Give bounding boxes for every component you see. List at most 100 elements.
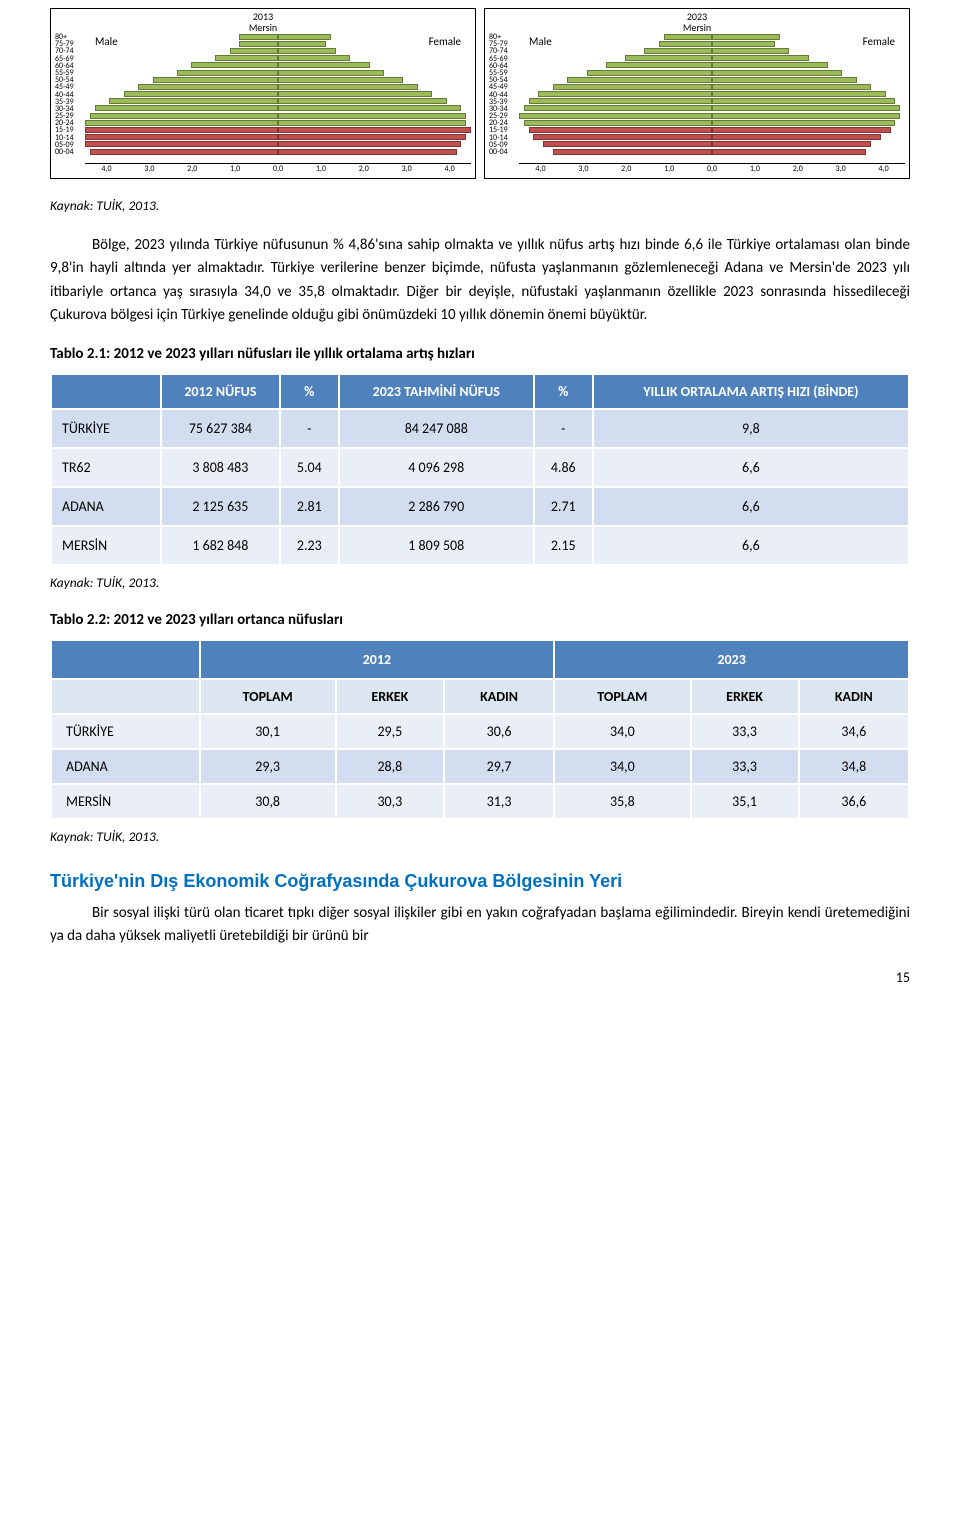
table1-cell: 2.81 [280, 487, 339, 526]
pyramid-row [85, 105, 471, 112]
table1-cell: 5.04 [280, 448, 339, 487]
table2-cell: 30,8 [200, 784, 336, 819]
table2-header-cell: 2012 [200, 640, 555, 679]
pyramid-bar-male [124, 91, 278, 97]
pyramid-bar-male [529, 127, 712, 133]
pyramid-bar-female [712, 41, 775, 47]
pyramid-2023-chart: Male Female [519, 33, 905, 163]
table2-cell: 29,3 [200, 749, 336, 784]
pyramid-bar-female [712, 141, 871, 147]
x-tick: 3,0 [562, 164, 605, 174]
x-tick: 4,0 [862, 164, 905, 174]
pyramid-row [85, 83, 471, 90]
table1-header-cell [51, 374, 161, 409]
pyramid-2023-xaxis: 4,03,02,01,00,01,02,03,04,0 [519, 163, 905, 174]
table2-cell: 31,3 [444, 784, 554, 819]
pyramid-bar-female [712, 62, 828, 68]
pyramid-bar-female [278, 91, 432, 97]
pyramid-row [85, 62, 471, 69]
pyramid-2013-region: Mersin [55, 22, 471, 33]
pyramid-row [519, 141, 905, 148]
pyramid-row [85, 69, 471, 76]
table1-cell: 3 808 483 [161, 448, 280, 487]
page-number: 15 [50, 969, 910, 986]
table1-cell: - [534, 409, 593, 448]
table1-header-cell: YILLIK ORTALAMA ARTIŞ HIZI (BİNDE) [593, 374, 909, 409]
pyramid-2013-chart: Male Female [85, 33, 471, 163]
table2-subheader-cell [51, 679, 200, 714]
pyramid-bar-male [659, 41, 712, 47]
pyramid-row [85, 91, 471, 98]
pyramid-bar-female [278, 48, 336, 54]
x-tick: 3,0 [128, 164, 171, 174]
table1-cell: MERSİN [51, 526, 161, 565]
table1-cell: - [280, 409, 339, 448]
table-row: ADANA2 125 6352.812 286 7902.716,6 [51, 487, 909, 526]
table2-cell: 30,1 [200, 714, 336, 749]
figure-source-caption: Kaynak: TUİK, 2013. [50, 197, 910, 214]
table2-top-header: 20122023 [51, 640, 909, 679]
pyramid-bar-female [278, 70, 384, 76]
pyramid-2013-age-labels: 80+75-7970-7465-6960-6455-5950-5445-4940… [55, 33, 85, 163]
pyramid-row [85, 40, 471, 47]
pyramid-bar-male [664, 34, 712, 40]
pyramid-bar-male [524, 120, 712, 126]
pyramid-row [519, 134, 905, 141]
table2-cell: 30,6 [444, 714, 554, 749]
table1-cell: 1 682 848 [161, 526, 280, 565]
pyramid-row [85, 119, 471, 126]
x-tick: 2,0 [342, 164, 385, 174]
pyramid-bar-female [712, 91, 886, 97]
pyramid-row [519, 47, 905, 54]
table1-cell: 2 286 790 [339, 487, 534, 526]
x-tick: 1,0 [648, 164, 691, 174]
x-tick: 1,0 [214, 164, 257, 174]
x-tick: 1,0 [299, 164, 342, 174]
pyramid-bar-female [712, 149, 866, 155]
table2-cell: TÜRKİYE [51, 714, 200, 749]
pyramid-bar-female [712, 120, 895, 126]
table2-subheader-cell: KADIN [799, 679, 909, 714]
x-tick: 3,0 [819, 164, 862, 174]
table2-cell: 29,5 [336, 714, 444, 749]
pyramid-bar-male [138, 84, 278, 90]
pyramid-bar-female [712, 77, 857, 83]
x-tick: 2,0 [171, 164, 214, 174]
pyramid-row [85, 148, 471, 155]
table1-cell: 84 247 088 [339, 409, 534, 448]
table1-cell: 75 627 384 [161, 409, 280, 448]
x-tick: 0,0 [691, 164, 734, 174]
table1-cell: ADANA [51, 487, 161, 526]
pyramid-bar-female [278, 149, 457, 155]
pyramid-bar-female [278, 105, 461, 111]
x-tick: 1,0 [733, 164, 776, 174]
table2: 20122023 TOPLAMERKEKKADINTOPLAMERKEKKADI… [50, 639, 910, 820]
table-row: TR623 808 4835.044 096 2984.866,6 [51, 448, 909, 487]
pyramid-bar-female [712, 134, 881, 140]
pyramid-row [519, 62, 905, 69]
table1-source-caption: Kaynak: TUİK, 2013. [50, 574, 910, 591]
table1-cell: 4.86 [534, 448, 593, 487]
table2-cell: 30,3 [336, 784, 444, 819]
age-label: 00-04 [489, 148, 517, 155]
table1-cell: 1 809 508 [339, 526, 534, 565]
pyramid-row [519, 76, 905, 83]
x-tick: 3,0 [385, 164, 428, 174]
table-row: MERSİN30,830,331,335,835,136,6 [51, 784, 909, 819]
pyramid-row [519, 83, 905, 90]
table2-subheader-cell: TOPLAM [200, 679, 336, 714]
pyramid-bar-male [230, 48, 278, 54]
pyramid-row [85, 126, 471, 133]
pyramid-row [519, 112, 905, 119]
pyramid-row [519, 33, 905, 40]
pyramid-bar-male [177, 70, 278, 76]
age-label: 00-04 [55, 148, 83, 155]
table2-title: Tablo 2.2: 2012 ve 2023 yılları ortanca … [50, 611, 910, 629]
pyramid-row [519, 119, 905, 126]
pyramid-row [85, 33, 471, 40]
pyramid-bar-male [109, 98, 278, 104]
pyramid-bar-female [712, 48, 789, 54]
x-tick: 2,0 [776, 164, 819, 174]
table2-header-cell [51, 640, 200, 679]
x-tick: 4,0 [428, 164, 471, 174]
